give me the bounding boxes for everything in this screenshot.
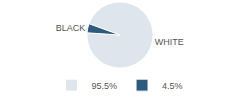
svg-text:95.5%: 95.5% — [92, 81, 118, 91]
svg-text:WHITE: WHITE — [155, 37, 184, 47]
svg-text:BLACK: BLACK — [56, 23, 86, 33]
svg-text:4.5%: 4.5% — [162, 81, 183, 91]
